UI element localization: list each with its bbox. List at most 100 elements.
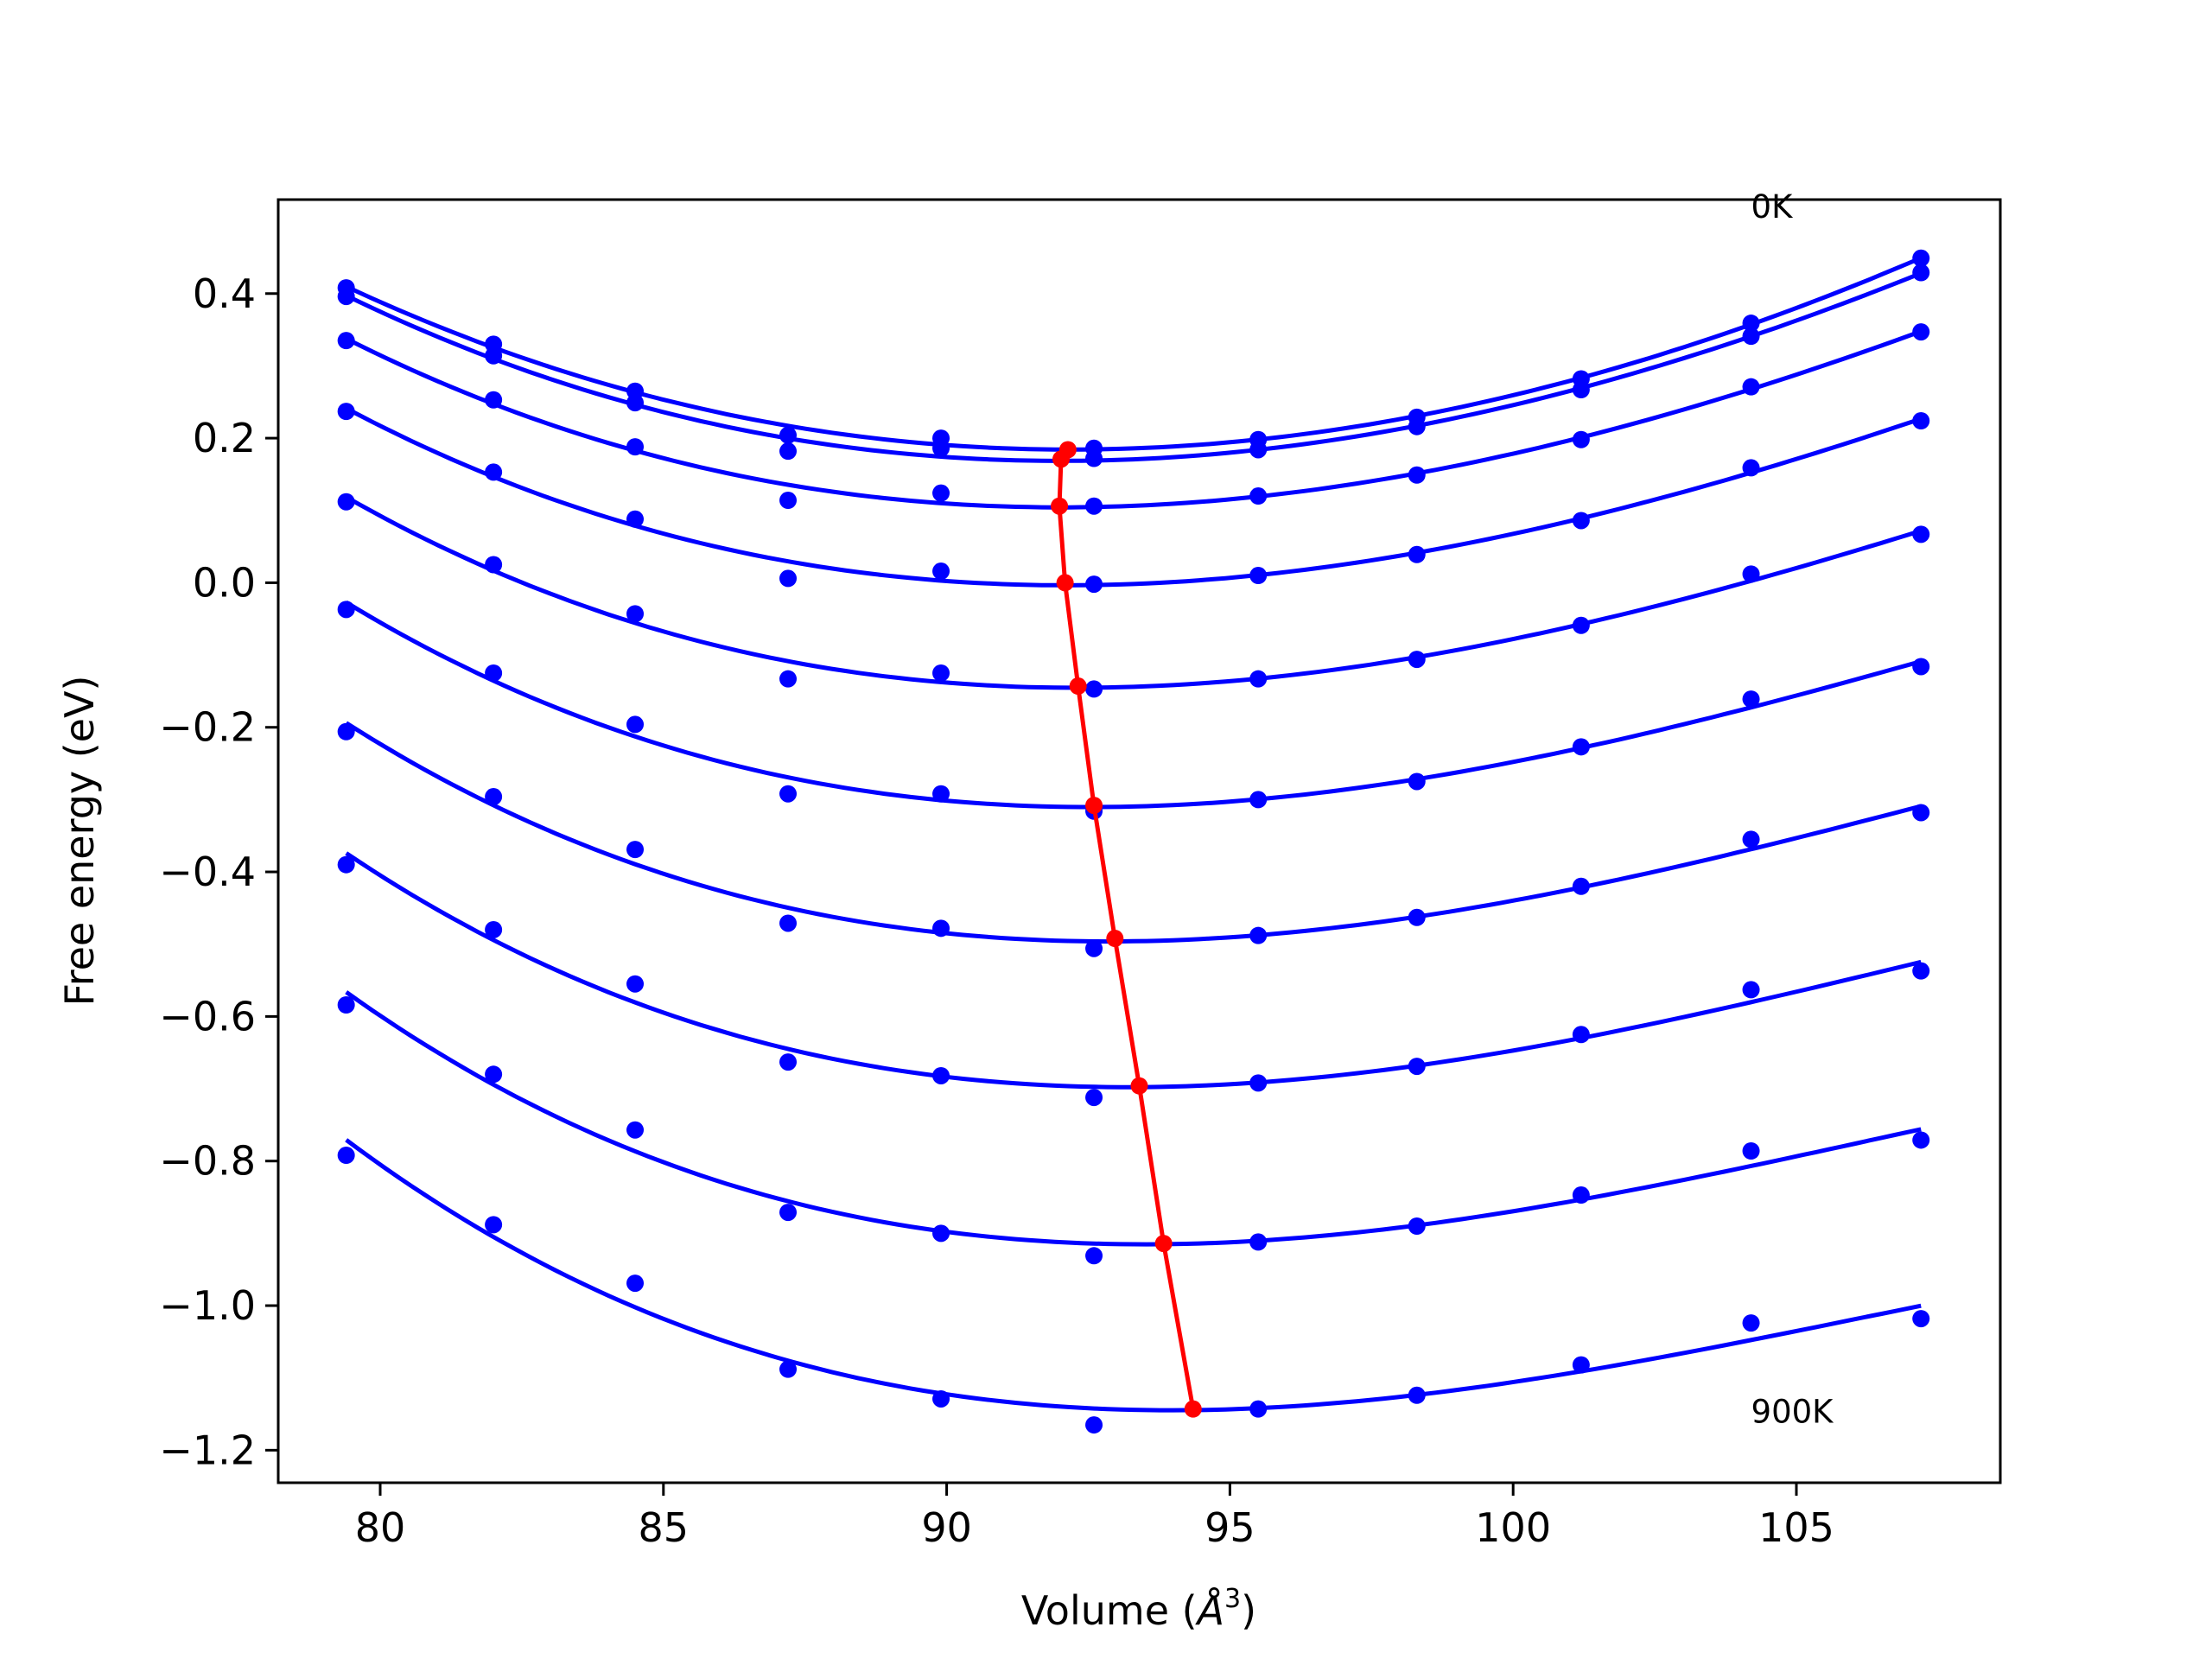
y-tick-label: −0.6 <box>159 993 256 1039</box>
y-tick-label: −0.4 <box>159 849 256 895</box>
data-point-900K <box>1572 1356 1590 1374</box>
data-point-600K <box>1572 877 1590 895</box>
data-point-100K <box>779 442 798 461</box>
data-point-0K <box>779 426 798 444</box>
x-tick-label: 85 <box>639 1504 690 1551</box>
data-point-100K <box>626 394 645 412</box>
data-point-200K <box>932 484 950 502</box>
data-point-500K <box>1742 690 1760 709</box>
data-point-400K <box>1572 616 1590 634</box>
data-point-400K <box>1912 525 1930 543</box>
minimum-point <box>1154 1235 1173 1253</box>
data-point-300K <box>1572 512 1590 530</box>
x-tick-label: 90 <box>921 1504 972 1551</box>
data-point-100K <box>1085 449 1103 467</box>
annotation-0K: 0K <box>1751 188 1795 226</box>
data-point-300K <box>337 403 355 421</box>
data-point-900K <box>337 1147 355 1165</box>
data-point-700K <box>337 855 355 874</box>
data-point-800K <box>1249 1233 1268 1251</box>
data-point-400K <box>932 664 950 682</box>
data-point-0K <box>1912 249 1930 267</box>
fit-curve-400K <box>345 495 1922 690</box>
fit-curve-100K <box>345 270 1923 463</box>
data-point-600K <box>1912 804 1930 822</box>
data-point-300K <box>1742 459 1760 477</box>
data-point-800K <box>1912 1131 1930 1149</box>
data-point-500K <box>1408 772 1426 791</box>
data-point-500K <box>932 785 950 803</box>
y-tick-label: −1.2 <box>159 1427 256 1473</box>
data-point-100K <box>1408 417 1426 435</box>
data-point-200K <box>1085 497 1103 515</box>
data-point-700K <box>1408 1058 1426 1076</box>
fit-curve-600K <box>345 721 1922 944</box>
annotation-900K: 900K <box>1751 1394 1835 1431</box>
minimum-point <box>1085 797 1103 815</box>
fit-curve-900K <box>345 1138 1922 1413</box>
minimum-point <box>1130 1077 1148 1095</box>
data-point-900K <box>485 1216 503 1234</box>
x-tick-label: 105 <box>1758 1504 1834 1551</box>
data-point-600K <box>932 919 950 938</box>
x-axis-label: Volume (Å3) <box>1021 1584 1256 1634</box>
fit-curve-0K <box>345 256 1923 452</box>
data-point-700K <box>932 1066 950 1084</box>
data-point-600K <box>626 841 645 859</box>
fit-curve-800K <box>345 990 1922 1247</box>
data-point-200K <box>1249 487 1268 505</box>
data-point-800K <box>1085 1247 1103 1265</box>
data-point-500K <box>485 664 503 682</box>
data-point-700K <box>1912 962 1930 980</box>
data-point-400K <box>1408 651 1426 669</box>
data-point-400K <box>779 670 798 688</box>
fit-curve-300K <box>345 406 1922 588</box>
data-point-200K <box>779 492 798 510</box>
x-tick-label: 95 <box>1205 1504 1255 1551</box>
data-point-700K <box>779 1053 798 1071</box>
data-point-600K <box>1408 908 1426 926</box>
data-point-500K <box>626 715 645 734</box>
data-point-200K <box>626 438 645 456</box>
data-point-200K <box>1912 323 1930 341</box>
data-point-800K <box>1408 1217 1426 1235</box>
data-point-800K <box>1572 1186 1590 1205</box>
data-point-400K <box>1085 680 1103 698</box>
data-point-100K <box>337 288 355 306</box>
data-point-400K <box>485 556 503 574</box>
data-point-200K <box>1408 466 1426 484</box>
data-point-700K <box>1572 1026 1590 1044</box>
data-point-300K <box>1912 412 1930 430</box>
data-point-300K <box>1408 545 1426 563</box>
x-tick-label: 100 <box>1475 1504 1551 1551</box>
data-point-900K <box>1912 1310 1930 1328</box>
data-point-900K <box>779 1360 798 1378</box>
data-point-900K <box>932 1389 950 1408</box>
data-point-200K <box>1572 430 1590 448</box>
data-point-300K <box>626 510 645 528</box>
minimum-point <box>1069 677 1087 696</box>
minimum-point <box>1051 497 1069 515</box>
data-point-100K <box>1742 327 1760 346</box>
data-point-800K <box>1742 1141 1760 1160</box>
data-point-400K <box>626 605 645 623</box>
data-point-100K <box>932 439 950 457</box>
data-point-300K <box>1085 575 1103 594</box>
y-axis-label: Free energy (eV) <box>56 676 103 1007</box>
data-point-500K <box>779 785 798 803</box>
data-point-0K <box>1742 315 1760 333</box>
data-point-400K <box>1249 670 1268 688</box>
fit-curve-500K <box>345 601 1922 810</box>
minima-path <box>1057 448 1196 1410</box>
data-point-800K <box>337 995 355 1014</box>
data-point-600K <box>779 914 798 932</box>
data-point-200K <box>337 332 355 350</box>
annotations: 0K 900K <box>1751 188 1835 1431</box>
data-point-700K <box>626 975 645 993</box>
y-tick-label: −0.2 <box>159 704 256 751</box>
x-axis-ticks: 80 85 90 95 100 105 <box>355 1483 1834 1551</box>
minima-line <box>1051 441 1202 1418</box>
data-point-100K <box>1912 264 1930 282</box>
